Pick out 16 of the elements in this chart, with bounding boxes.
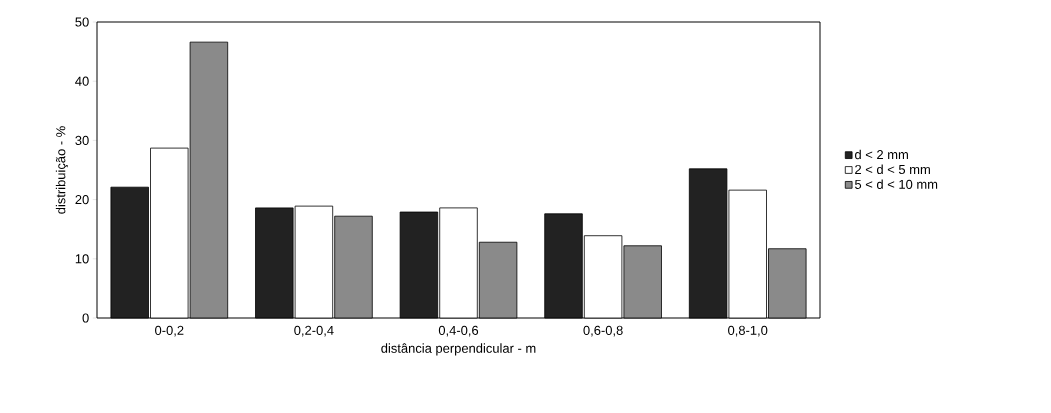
x-tick-label: 0,4-0,6 [438, 325, 479, 337]
x-tick-label: 0,8-1,0 [728, 325, 768, 337]
x-axis-title: distância perpendicular - m [381, 343, 536, 356]
legend-label: d < 2 mm [855, 149, 908, 160]
x-tick-label: 0-0,2 [155, 325, 184, 337]
y-tick-label: 20 [75, 195, 89, 205]
y-tick-label: 50 [75, 17, 89, 27]
y-tick-label: 40 [75, 76, 89, 86]
y-tick-label: 30 [75, 135, 89, 145]
y-axis-title: distribuição - % [55, 126, 68, 214]
x-tick-label: 0,2-0,4 [294, 325, 334, 337]
legend-label: 2 < d < 5 mm [855, 164, 930, 175]
x-tick-label: 0,6-0,8 [583, 325, 623, 337]
legend-label: 5 < d < 10 mm [854, 179, 938, 189]
y-tick-label: 0 [82, 313, 89, 323]
y-tick-label: 10 [75, 254, 89, 264]
